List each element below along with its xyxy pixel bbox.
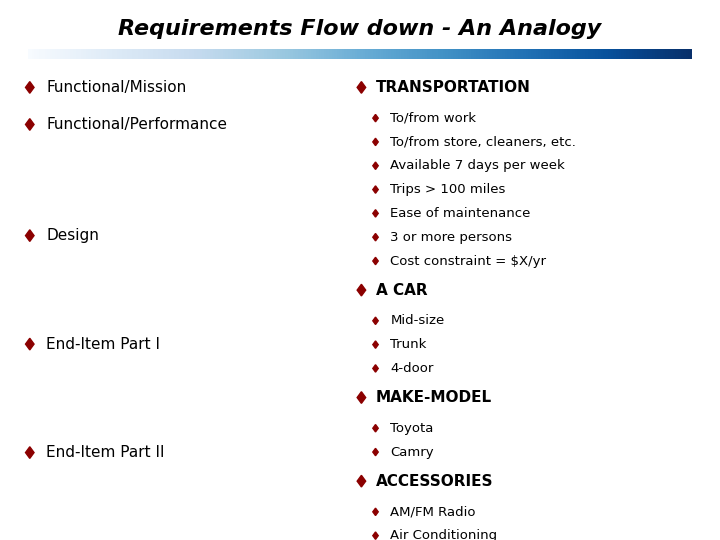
Polygon shape xyxy=(373,114,378,122)
Polygon shape xyxy=(357,475,366,487)
Polygon shape xyxy=(357,82,366,93)
Polygon shape xyxy=(357,392,366,403)
Polygon shape xyxy=(373,233,378,241)
Text: Camry: Camry xyxy=(390,446,434,458)
Text: Trunk: Trunk xyxy=(390,338,427,351)
Polygon shape xyxy=(373,364,378,372)
Polygon shape xyxy=(25,119,34,130)
Text: Air Conditioning: Air Conditioning xyxy=(390,529,498,540)
Text: Cost constraint = $X/yr: Cost constraint = $X/yr xyxy=(390,254,546,267)
Text: Requirements Flow down - An Analogy: Requirements Flow down - An Analogy xyxy=(118,18,602,39)
Polygon shape xyxy=(373,257,378,265)
Text: 3 or more persons: 3 or more persons xyxy=(390,231,513,244)
Text: Design: Design xyxy=(46,228,99,243)
Text: 4-door: 4-door xyxy=(390,362,433,375)
Polygon shape xyxy=(373,138,378,146)
Text: To/from work: To/from work xyxy=(390,112,477,125)
Text: Available 7 days per week: Available 7 days per week xyxy=(390,159,565,172)
Text: ACCESSORIES: ACCESSORIES xyxy=(376,474,493,489)
Text: Functional/Performance: Functional/Performance xyxy=(46,117,227,132)
Polygon shape xyxy=(373,448,378,456)
Polygon shape xyxy=(373,424,378,432)
Text: AM/FM Radio: AM/FM Radio xyxy=(390,505,476,518)
Polygon shape xyxy=(373,162,378,170)
Text: TRANSPORTATION: TRANSPORTATION xyxy=(376,80,531,95)
Text: Mid-size: Mid-size xyxy=(390,314,444,327)
Text: Trips > 100 miles: Trips > 100 miles xyxy=(390,183,505,196)
Polygon shape xyxy=(25,447,34,458)
Text: MAKE-MODEL: MAKE-MODEL xyxy=(376,390,492,405)
Text: Ease of maintenance: Ease of maintenance xyxy=(390,207,531,220)
Polygon shape xyxy=(373,317,378,325)
Polygon shape xyxy=(373,341,378,348)
Polygon shape xyxy=(25,230,34,241)
Polygon shape xyxy=(373,508,378,516)
Polygon shape xyxy=(25,82,34,93)
Text: End-Item Part I: End-Item Part I xyxy=(46,336,160,352)
Text: Functional/Mission: Functional/Mission xyxy=(46,80,186,95)
Text: A CAR: A CAR xyxy=(376,282,427,298)
Polygon shape xyxy=(357,284,366,296)
Text: Toyota: Toyota xyxy=(390,422,433,435)
Polygon shape xyxy=(373,532,378,539)
Polygon shape xyxy=(373,186,378,193)
Text: End-Item Part II: End-Item Part II xyxy=(46,445,164,460)
Text: To/from store, cleaners, etc.: To/from store, cleaners, etc. xyxy=(390,136,576,148)
Polygon shape xyxy=(373,210,378,217)
Polygon shape xyxy=(25,338,34,350)
